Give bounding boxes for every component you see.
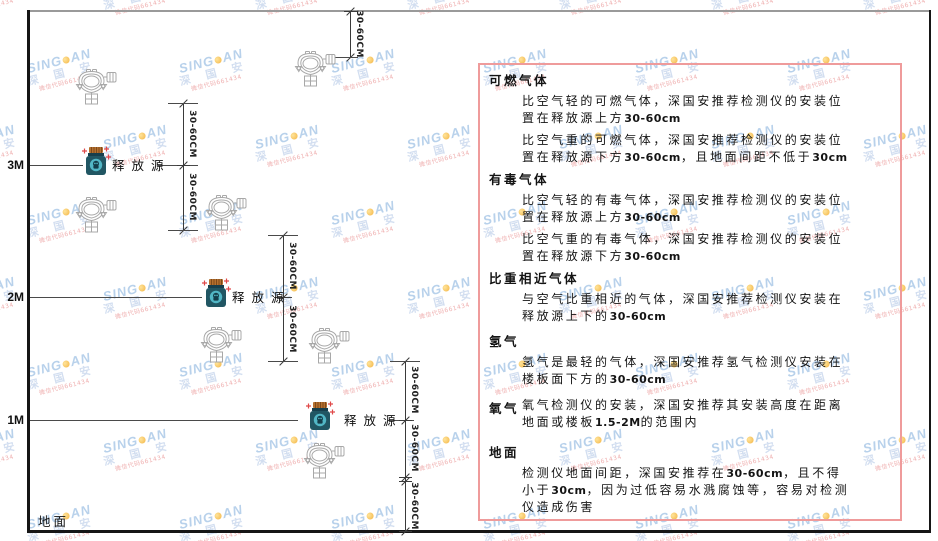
- leader-line: [30, 297, 202, 298]
- spark-icon: [106, 154, 111, 160]
- gas-detector-icon: [303, 443, 345, 479]
- gas-detector-icon: [294, 51, 336, 87]
- section-heading: 地面: [489, 445, 520, 460]
- dimension-label: 30-60CM: [354, 10, 364, 58]
- section-paragraph: 检测仪地面间距，深国安推荐在30-60cm，且不得小于30cm，因为过低容易水溅…: [522, 466, 850, 514]
- extension-line: [330, 57, 358, 58]
- spark-icon: [330, 409, 335, 415]
- panel-section: 比重相近气体与空气比重相近的气体，深国安推荐检测仪安装在释放源上下的30-60c…: [489, 271, 888, 325]
- section-heading: 可燃气体: [489, 73, 550, 88]
- release-source-icon: [202, 278, 231, 307]
- section-heading: 氧气: [489, 401, 520, 416]
- gas-detector-icon: [200, 327, 242, 363]
- gas-detector-icon: [75, 69, 117, 105]
- extension-line: [168, 103, 198, 104]
- section-paragraph: 比空气重的可燃气体，深国安推荐检测仪的安装位置在释放源下方30-60cm，且地面…: [522, 133, 848, 164]
- extension-line: [268, 235, 298, 236]
- section-paragraph: 比空气轻的有毒气体，深国安推荐检测仪的安装位置在释放源上方30-60cm: [522, 193, 844, 224]
- height-label: 1M: [7, 413, 24, 427]
- height-label: 2M: [7, 290, 24, 304]
- gas-detector: [72, 196, 118, 234]
- gas-detector: [202, 194, 248, 232]
- panel-section: 有毒气体比空气轻的有毒气体，深国安推荐检测仪的安装位置在释放源上方30-60cm…: [489, 172, 888, 265]
- release-source-label: 释放源: [344, 413, 403, 428]
- section-paragraph: 比空气重的有毒气体，深国安推荐检测仪的安装位置在释放源下方30-60cm: [522, 232, 844, 263]
- dimension-label: 30-60CM: [287, 242, 297, 290]
- section-heading: 氢气: [489, 334, 520, 349]
- gas-detector: [197, 326, 243, 364]
- dimension-label: 30-60CM: [409, 424, 419, 472]
- spark-icon: [306, 403, 311, 409]
- gas-detector-icon: [205, 195, 247, 231]
- dimension-label: 30-60CM: [187, 173, 197, 221]
- dimension-label: 30-60CM: [187, 110, 197, 158]
- leader-line: [30, 420, 298, 421]
- gas-detector: [72, 68, 118, 106]
- dimension-label: 30-60CM: [409, 482, 419, 530]
- release-source-label: 释放源: [112, 158, 171, 173]
- gas-detector: [300, 442, 346, 480]
- panel-content: 可燃气体比空气轻的可燃气体，深国安推荐检测仪的安装位置在释放源上方30-60cm…: [480, 65, 900, 516]
- section-paragraph: 氢气是最轻的气体，深国安推荐氢气检测仪安装在楼板面下方的30-60cm: [522, 355, 844, 386]
- section-paragraph: 比空气轻的可燃气体，深国安推荐检测仪的安装位置在释放源上方30-60cm: [522, 94, 844, 125]
- extension-line: [268, 361, 298, 362]
- spark-icon: [104, 146, 109, 152]
- section-heading: 比重相近气体: [489, 271, 580, 286]
- dimension-line: [350, 11, 351, 57]
- panel-section: 氢气 氢气是最轻的气体，深国安推荐氢气检测仪安装在楼板面下方的30-60cm: [489, 334, 888, 388]
- section-heading: 有毒气体: [489, 172, 550, 187]
- dimension-label: 30-60CM: [287, 305, 297, 353]
- ceiling-line: [28, 10, 931, 12]
- spark-icon: [202, 280, 207, 286]
- right-border-line: [929, 10, 931, 531]
- spark-icon: [82, 148, 87, 154]
- height-label: 3M: [7, 158, 24, 172]
- spark-icon: [226, 286, 231, 292]
- spark-icon: [328, 401, 333, 407]
- dimension-line: [183, 103, 184, 230]
- dimension-line: [405, 361, 406, 531]
- gas-detector-icon: [308, 328, 350, 364]
- gas-detector: [305, 327, 351, 365]
- section-paragraph: 与空气比重相近的气体，深国安推荐检测仪安装在释放源上下的30-60cm: [522, 292, 844, 323]
- info-panel: 可燃气体比空气轻的可燃气体，深国安推荐检测仪的安装位置在释放源上方30-60cm…: [478, 63, 902, 521]
- section-paragraph: 氧气检测仪的安装，深国安推荐其安装高度在距离地面或楼板1.5-2M的范围内: [522, 398, 844, 429]
- spark-icon: [224, 278, 229, 284]
- extension-line: [168, 230, 198, 231]
- release-source-icon: [82, 146, 111, 175]
- ground-line: [27, 530, 931, 533]
- release-source: [80, 146, 112, 180]
- gas-detector-icon: [75, 197, 117, 233]
- panel-section: 可燃气体比空气轻的可燃气体，深国安推荐检测仪的安装位置在释放源上方30-60cm…: [489, 73, 888, 166]
- panel-section: 氧气 氧气检测仪的安装，深国安推荐其安装高度在距离地面或楼板1.5-2M的范围内: [489, 397, 888, 431]
- extension-line: [390, 361, 420, 362]
- dimension-label: 30-60CM: [409, 366, 419, 414]
- release-source-label: 释放源: [232, 290, 291, 305]
- release-source: [200, 278, 232, 312]
- gas-detector: [291, 50, 337, 88]
- wall-line: [27, 10, 30, 533]
- release-source: [304, 401, 336, 435]
- release-source-icon: [306, 401, 335, 430]
- ground-label: 地面: [38, 514, 70, 529]
- leader-line: [30, 165, 83, 166]
- panel-section: 地面 检测仪地面间距，深国安推荐在30-60cm，且不得小于30cm，因为过低容易…: [489, 445, 888, 516]
